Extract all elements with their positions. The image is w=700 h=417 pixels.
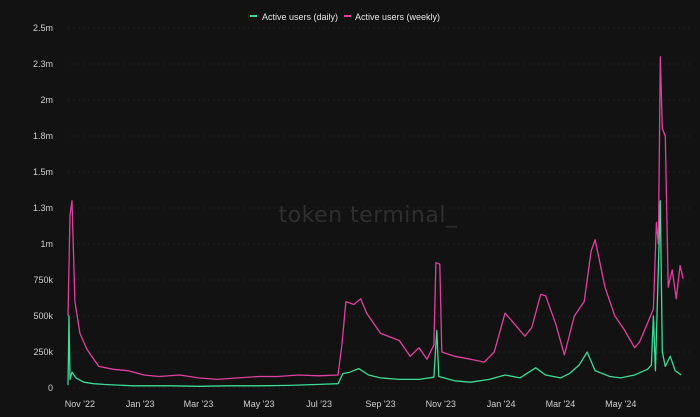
y-tick-label: 750k	[33, 275, 53, 285]
legend-swatch-daily	[250, 15, 257, 17]
x-tick-label: Nov '22	[65, 399, 95, 409]
y-tick-label: 1m	[40, 239, 53, 249]
y-tick-label: 2.5m	[33, 23, 53, 33]
x-tick-label: Jan '24	[487, 399, 516, 409]
y-tick-label: 250k	[33, 347, 53, 357]
series-lines	[67, 56, 684, 387]
series-line-weekly	[67, 56, 684, 381]
x-tick-label: Nov '23	[426, 399, 456, 409]
x-tick-label: Jan '23	[126, 399, 155, 409]
y-tick-label: 2m	[40, 95, 53, 105]
x-tick-label: Jul '23	[306, 399, 332, 409]
y-tick-label: 1.3m	[33, 203, 53, 213]
y-tick-label: 1.8m	[33, 131, 53, 141]
x-tick-label: Sep '23	[365, 399, 395, 409]
x-tick-label: May '24	[605, 399, 636, 409]
grid-lines	[68, 27, 690, 389]
y-tick-label: 500k	[33, 311, 53, 321]
x-axis: Nov '22 Jan '23 Mar '23 May '23 Jul '23 Sep '…	[65, 399, 637, 409]
legend-label-weekly[interactable]: Active users (weekly)	[355, 12, 440, 22]
legend-label-daily[interactable]: Active users (daily)	[262, 12, 338, 22]
legend[interactable]: Active users (daily) Active users (weekl…	[250, 12, 440, 22]
watermark: token terminal_	[279, 203, 458, 228]
series-line-daily	[67, 200, 682, 387]
y-tick-label: 2.3m	[33, 59, 53, 69]
y-tick-label: 0	[48, 383, 53, 393]
x-tick-label: Mar '23	[184, 399, 214, 409]
y-axis: 0 250k 500k 750k 1m 1.3m 1.5m 1.8m 2m 2.3m 2.5m	[33, 23, 54, 393]
legend-swatch-weekly	[344, 15, 351, 17]
x-tick-label: May '23	[243, 399, 274, 409]
y-tick-label: 1.5m	[33, 167, 53, 177]
x-tick-label: Mar '24	[546, 399, 576, 409]
